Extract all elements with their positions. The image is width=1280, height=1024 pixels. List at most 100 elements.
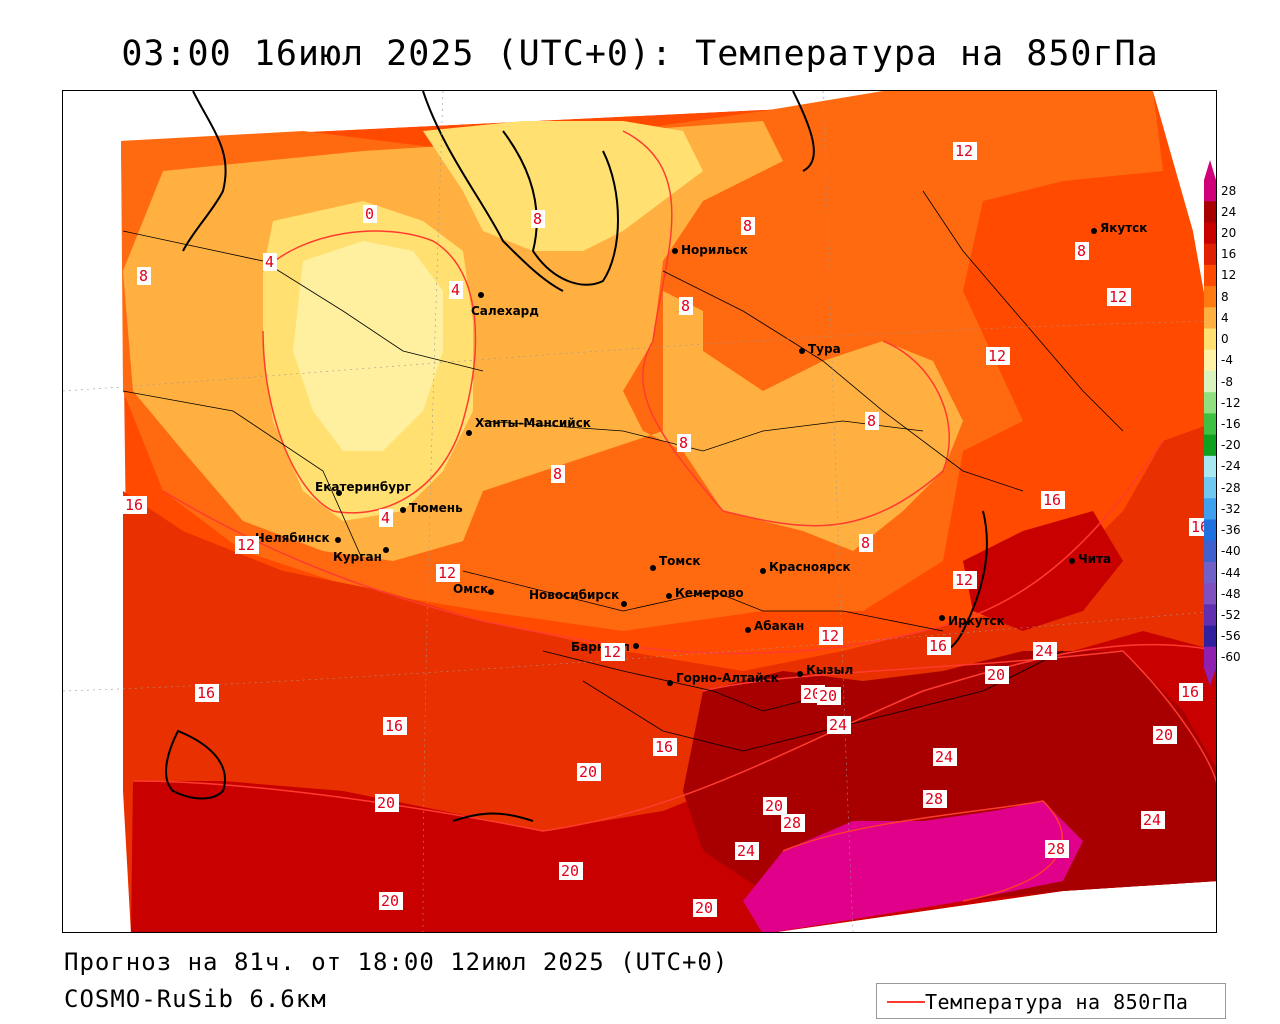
isotherm-label-bg [679,297,693,315]
isotherm-label-bg [827,716,851,734]
isotherm-value-label: 20 [819,687,837,705]
colorbar-swatch [1204,625,1216,648]
isotherm-value-label: 8 [743,217,752,235]
isotherm-value-label: 20 [377,794,395,812]
isotherm-value-label: 20 [579,763,597,781]
isotherm-label-bg [859,534,873,552]
isotherm-label-bg [235,536,259,554]
isotherm-value-label: 28 [925,790,943,808]
isotherm-label-bg [1075,242,1089,260]
colorbar-tick-label: 28 [1221,183,1237,198]
isotherm-labels: 0 4 4 4 8 8 8 8 8 8 8 8 8 12 12 12 12 12 12 12 12 16 16 16 16 16 1… [123,142,1213,917]
isotherm-label-bg [559,862,583,880]
colorbar-swatch [1204,328,1216,351]
city-tyumen: Тюмень [400,501,463,515]
isotherm-label-bg [781,814,805,832]
isotherm-label-bg [985,666,1009,684]
isotherm-label-bg [1153,726,1177,744]
isotherm-label-bg [383,717,407,735]
isotherm-value-label: 12 [988,347,1006,365]
colorbar-swatch [1204,370,1216,393]
isotherm-label-bg [735,842,759,860]
isotherm-label-bg [577,763,601,781]
colorbar-tick-label: -32 [1221,501,1241,516]
isotherm-label-bg [379,892,403,910]
colorbar-swatch [1204,455,1216,478]
colorbar-tick-label: -12 [1221,395,1241,410]
city-label-norilsk: Норильск [681,243,748,257]
city-ekaterinburg: Екатеринбург [315,480,411,496]
colorbar-tick-label: 4 [1221,310,1229,325]
city-label-salekhard: Салехард [471,304,539,318]
colorbar-swatch [1204,583,1216,605]
color-scale: 28 24 20 16 12 8 4 0 -4 -8 -12 -16 -20 -24 -28 -32 -36 -4… [1200,158,1270,688]
colorbar-swatch [1204,519,1216,542]
colorbar-tick-label: -16 [1221,417,1241,431]
isotherm-label-bg [677,434,691,452]
temperature-map: Салехард Норильск Якутск Тура Ханты-Манс… [62,90,1217,933]
city-kemerovo: Кемерово [666,586,744,600]
isotherm-label-bg [375,794,399,812]
city-label-irkutsk: Иркутск [948,614,1005,628]
colorbar-swatch [1204,201,1216,223]
field-outside-left [63,91,131,932]
colorbar-tick-label: 12 [1221,268,1237,283]
isotherm-label-bg [763,797,787,815]
isotherm-label-bg [449,281,463,299]
isotherm-label-bg [436,564,460,582]
colorbar-swatch [1204,498,1216,520]
isotherm-value-label: 8 [679,434,688,452]
isotherm-value-label: 12 [603,643,621,661]
zone-0-4 [293,241,443,451]
isotherm-value-label: 12 [1109,288,1127,306]
colorbar-swatch [1204,540,1216,563]
colorbar-tick-label: -44 [1221,565,1241,580]
isotherm-value-label: 8 [139,267,148,285]
colorbar-swatch [1204,646,1216,669]
colorbar-swatch [1204,434,1216,457]
legend-label: Температура на 850гПа [925,990,1189,1014]
colorbar-tick-label: 0 [1221,332,1229,347]
colorbar-swatch [1204,413,1216,436]
isotherm-value-label: 4 [265,253,274,271]
isotherm-value-label: 4 [451,281,460,299]
city-label-ekaterinburg: Екатеринбург [315,480,411,494]
city-gorno-altaysk: Горно-Алтайск [667,671,779,686]
isotherm-value-label: 16 [1043,491,1061,509]
isotherm-value-label: 16 [655,738,673,756]
colorbar-tick-label: 24 [1221,204,1237,219]
colorbar-tick-label: -8 [1221,374,1233,389]
isotherm-value-label: 24 [1143,811,1161,829]
isotherm-value-label: 28 [1047,840,1065,858]
isotherm-value-label: 0 [365,205,374,223]
city-tura: Тура [799,342,841,356]
city-label-gorno-altaysk: Горно-Алтайск [676,671,779,685]
isotherm-value-label: 4 [381,509,390,527]
map-title: 03:00 16июл 2025 (UTC+0): Температура на… [121,34,1159,74]
city-label-novosibirsk: Новосибирск [529,588,619,602]
legend: Температура на 850гПа [876,983,1226,1019]
colorbar-tick-label: -56 [1221,629,1241,644]
isotherm-label-bg [363,205,377,223]
isotherm-value-label: 16 [929,637,947,655]
isotherm-value-label: 20 [381,892,399,910]
isotherm-value-label: 20 [987,666,1005,684]
isotherm-value-label: 20 [561,862,579,880]
isotherm-value-label: 16 [1181,683,1199,701]
colorbar-swatch [1204,349,1216,372]
colorbar-swatch [1204,243,1216,266]
isotherm-label-bg [551,465,565,483]
city-label-tyumen: Тюмень [409,501,463,515]
isotherm-label-bg [195,684,219,702]
colorbar-swatch [1204,286,1216,308]
colorbar-tick-label: 20 [1221,226,1237,241]
isotherm-value-label: 20 [765,797,783,815]
city-label-yakutsk: Якутск [1100,221,1147,235]
isotherm-label-bg [741,217,755,235]
field-outside-br [776,881,1216,932]
colorbar-tick-label: -24 [1221,459,1241,474]
isotherm-label-bg [1107,288,1131,306]
isotherm-label-bg [865,412,879,430]
isotherm-label-bg [531,210,545,228]
isotherm-label-bg [933,748,957,766]
